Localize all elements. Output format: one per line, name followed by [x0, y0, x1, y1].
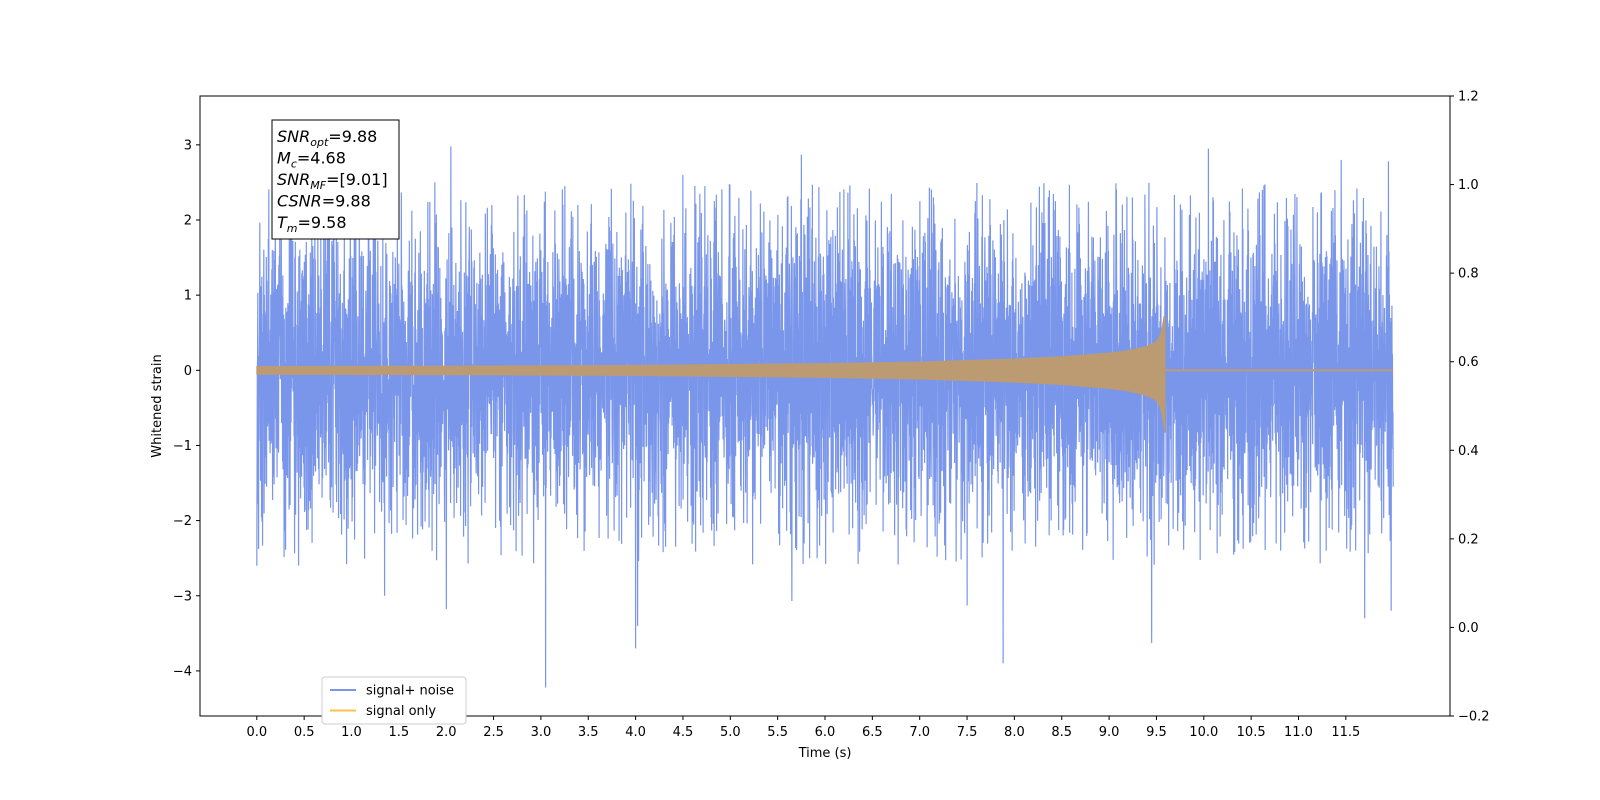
y-tick-label: −3: [173, 589, 192, 604]
series-signal-only: [256, 315, 1394, 433]
x-tick-label: 3.0: [531, 725, 552, 740]
x-tick-label: 1.0: [341, 725, 362, 740]
y-axis-left: −4 −3 −2 −1 0 1 2 3: [173, 138, 200, 679]
x-tick-label: 5.0: [720, 725, 741, 740]
legend: signal+ noise signal only: [321, 676, 467, 725]
x-tick-label: 6.0: [815, 725, 836, 740]
legend-frame: [321, 676, 467, 725]
annotation-subscript: m: [287, 222, 298, 235]
legend-label: signal+ noise: [366, 684, 454, 699]
x-tick-label: 8.5: [1051, 725, 1072, 740]
annotation-subscript: opt: [310, 136, 329, 149]
annotation-line: Mc=4.68: [277, 149, 346, 171]
annotation-symbol: SNR: [277, 170, 310, 189]
x-tick-label: 2.5: [483, 725, 504, 740]
annotation-value: =[9.01]: [326, 170, 388, 189]
y-axis-right: −0.2 0.0 0.2 0.4 0.6 0.8 1.0 1.2: [1450, 90, 1490, 725]
x-tick-label: 6.5: [862, 725, 883, 740]
x-tick-label: 0.5: [294, 725, 315, 740]
annotation-subscript: c: [291, 158, 297, 171]
y-tick-label: 2: [184, 214, 192, 229]
x-tick-label: 8.0: [1004, 725, 1025, 740]
x-tick-label: 9.0: [1099, 725, 1120, 740]
annotation-value: =9.58: [298, 213, 347, 232]
y-tick-label-right: 0.0: [1458, 621, 1479, 636]
annotation-line: SNRMF=[9.01]: [277, 170, 388, 192]
y-tick-label-right: 0.4: [1458, 444, 1479, 459]
y-tick-label-right: −0.2: [1458, 710, 1490, 725]
y-tick-label: −4: [173, 664, 192, 679]
y-tick-label-right: 1.2: [1458, 90, 1479, 105]
annotation-line: CSNR=9.88: [277, 192, 371, 211]
y-tick-label-right: 0.8: [1458, 267, 1479, 282]
annotation-symbol: SNR: [277, 127, 310, 146]
x-tick-label: 4.5: [673, 725, 694, 740]
y-tick-label: 3: [184, 138, 192, 153]
annotation-frame: [271, 119, 400, 240]
y-tick-label: −1: [173, 439, 192, 454]
signal-only-envelope: [256, 315, 1166, 433]
annotation-symbol: T: [277, 213, 288, 232]
annotation-line: Tm=9.58: [277, 213, 347, 235]
legend-label: signal only: [366, 704, 436, 719]
annotation-symbol: M: [277, 149, 291, 168]
x-axis-label: Time (s): [798, 746, 852, 761]
x-tick-label: 5.5: [767, 725, 788, 740]
x-tick-label: 9.5: [1146, 725, 1167, 740]
y-axis-label: Whitened strain: [150, 354, 165, 457]
y-tick-label-right: 0.6: [1458, 355, 1479, 370]
annotation-line: SNRopt=9.88: [277, 127, 377, 149]
y-tick-label: −2: [173, 514, 192, 529]
y-tick-label-right: 1.0: [1458, 178, 1479, 193]
annotation-symbol: CSNR: [277, 192, 322, 211]
annotation-value: =9.88: [328, 127, 377, 146]
annotation-value: =4.68: [297, 149, 346, 168]
y-tick-label-right: 0.2: [1458, 532, 1479, 547]
annotation-box: SNRopt=9.88Mc=4.68SNRMF=[9.01]CSNR=9.88T…: [271, 119, 400, 240]
x-tick-label: 3.5: [578, 725, 599, 740]
y-tick-label: 0: [184, 364, 192, 379]
x-tick-label: 7.0: [909, 725, 930, 740]
x-tick-label: 1.5: [389, 725, 410, 740]
x-tick-label: 4.0: [625, 725, 646, 740]
annotation-value: =9.88: [322, 192, 371, 211]
x-tick-label: 2.0: [436, 725, 457, 740]
x-tick-label: 11.5: [1331, 725, 1360, 740]
x-tick-label: 0.0: [246, 725, 267, 740]
plot-area: [256, 146, 1394, 688]
x-axis: 0.0 0.5 1.0 1.5 2.0 2.5 3.0 3.5 4.0 4.5 5.0 5.5 6.0 6…: [246, 716, 1360, 740]
x-tick-label: 11.0: [1284, 725, 1313, 740]
x-tick-label: 10.5: [1237, 725, 1266, 740]
x-tick-label: 10.0: [1189, 725, 1218, 740]
y-tick-label: 1: [184, 289, 192, 304]
x-tick-label: 7.5: [957, 725, 978, 740]
annotation-subscript: MF: [310, 179, 326, 192]
